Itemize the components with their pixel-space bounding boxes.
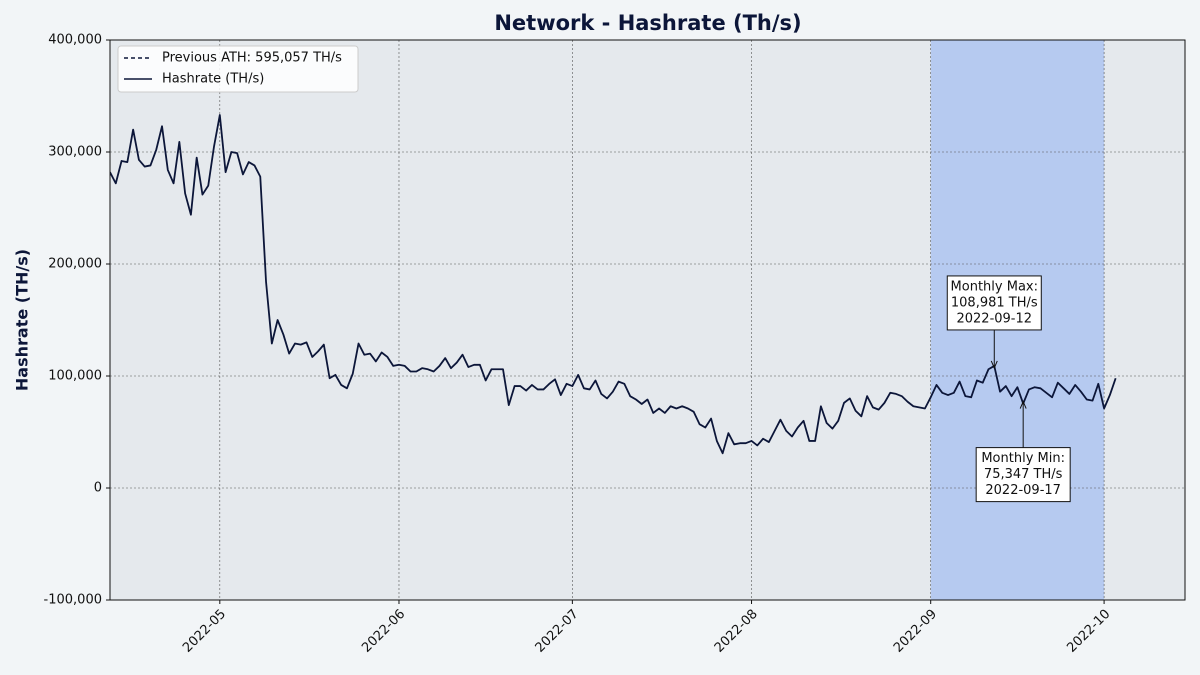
annotation-text: 108,981 TH/s [951,295,1038,310]
x-tick-label: 2022-06 [359,607,408,656]
annotation-text: Monthly Min: [981,451,1065,466]
y-tick-label: 0 [94,481,102,496]
annotation-arrowhead [1019,400,1027,409]
chart-title: Network - Hashrate (Th/s) [494,11,801,35]
legend-label: Hashrate (TH/s) [162,72,264,87]
annotation-arrowhead [990,360,998,370]
x-tick-label: 2022-07 [533,607,582,656]
x-tick-label: 2022-05 [180,607,229,656]
y-tick-label: 200,000 [48,257,102,272]
y-tick-label: 300,000 [48,145,102,160]
annotation-text: 75,347 TH/s [984,467,1063,482]
legend-label: Previous ATH: 595,057 TH/s [162,51,342,66]
x-tick-label: 2022-09 [891,607,940,656]
legend-box [117,45,359,93]
y-tick-label: 400,000 [48,33,102,48]
y-tick-label: -100,000 [44,593,102,608]
y-tick-label: 100,000 [48,369,102,384]
plot-clip-group [110,114,1117,455]
x-tick-label: 2022-08 [712,607,761,656]
annotation-box [975,447,1071,503]
annotation-text: 2022-09-17 [985,483,1061,498]
series-line [110,114,1117,455]
plot-frame [109,39,1186,601]
annotation-box [946,275,1042,331]
annotation-text: Monthly Max: [951,279,1038,294]
x-tick-label: 2022-10 [1064,607,1113,656]
y-axis-label: Hashrate (TH/s) [13,249,32,391]
annotation-text: 2022-09-12 [956,311,1032,326]
